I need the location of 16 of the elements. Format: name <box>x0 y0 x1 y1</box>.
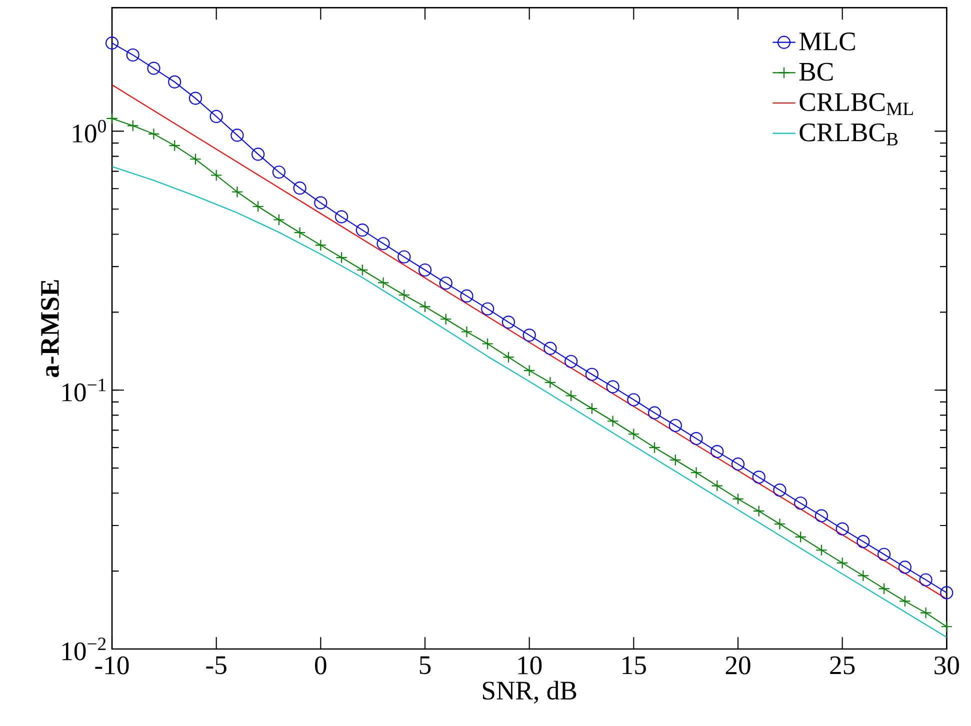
legend-label: MLC <box>799 32 855 50</box>
legend-label: CRLBC$_{B}$ <box>800 123 898 146</box>
x-tick-label: 30 <box>934 656 959 674</box>
legend-label: CRLBC$_{ML}$ <box>800 93 913 115</box>
x-tick-label: 0 <box>315 656 326 674</box>
x-tick-label: 5 <box>420 656 431 674</box>
x-axis-title: SNR, dB <box>482 680 576 704</box>
y-axis-title: a-RMSE <box>41 280 59 378</box>
y-tick-label: 10$^{−1}$ <box>62 378 106 402</box>
x-tick-label: 25 <box>830 656 855 674</box>
x-tick-label: 15 <box>622 656 646 674</box>
y-tick-label: 10$^{0}$ <box>72 120 106 143</box>
x-tick-label: 10 <box>518 656 542 674</box>
x-tick-label: 20 <box>726 656 750 674</box>
legend-label: BC <box>799 62 833 81</box>
x-tick-label: -5 <box>206 656 226 674</box>
